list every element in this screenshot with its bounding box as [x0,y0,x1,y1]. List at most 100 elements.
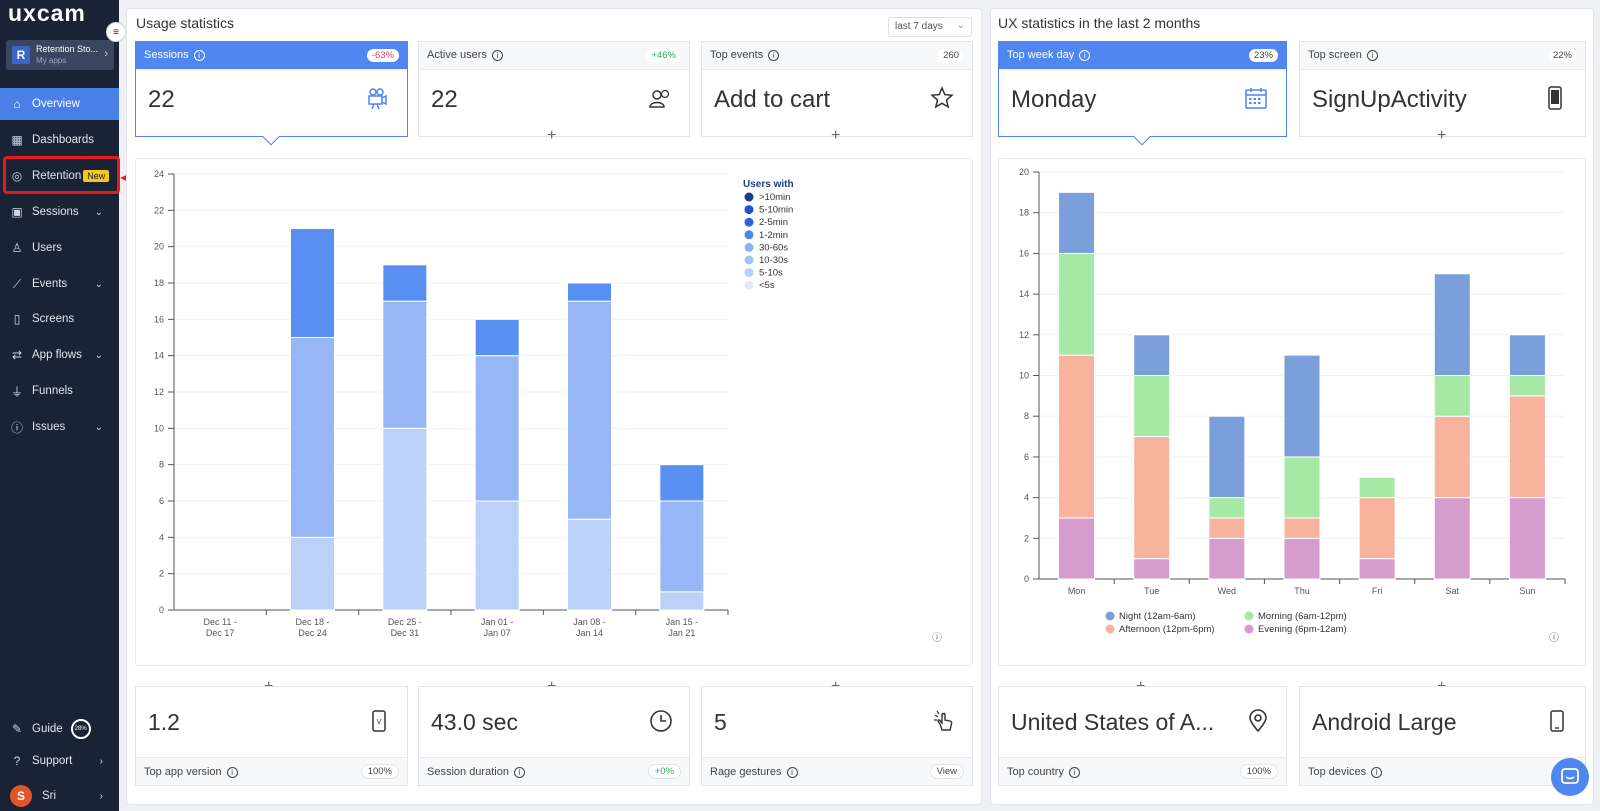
bar-segment[interactable] [1058,517,1096,580]
sidebar-item-app-flows[interactable]: ⇄ App flows ⌄ [0,339,119,371]
sidebar-item-sessions[interactable]: ▣ Sessions ⌄ [0,196,119,228]
sidebar-item-support[interactable]: ? Support › [0,745,119,777]
bar-segment[interactable] [1133,375,1171,438]
bar-segment[interactable] [382,264,428,302]
bar-segment[interactable] [1133,436,1171,560]
bar-segment[interactable] [1433,497,1471,580]
app-name: Retention Sto... [36,44,99,54]
bar-segment[interactable] [1058,191,1096,254]
bar-segment[interactable] [1133,558,1171,580]
bar-segment[interactable] [659,500,705,593]
chat-support-button[interactable] [1551,758,1589,796]
sidebar-item-issues[interactable]: ⓘ Issues ⌄ [0,411,119,443]
legend-swatch [744,217,754,227]
sidebar-item-users[interactable]: ♙ Users [0,232,119,264]
bar-segment[interactable] [1208,497,1246,519]
bar-segment[interactable] [1283,517,1321,539]
chat-icon [1561,768,1579,784]
card-value: 22 [431,86,458,113]
info-icon[interactable]: ⓘ [932,632,942,644]
bar-segment[interactable] [1208,415,1246,499]
bar-segment[interactable] [382,300,428,429]
rage-gestures-card[interactable]: 5 Rage gestures i View [701,686,973,786]
bar-segment[interactable] [382,427,428,611]
top-app-version-card[interactable]: 1.2 V Top app version i 100% [135,686,408,786]
info-icon[interactable]: ⓘ [1549,632,1559,644]
bar-segment[interactable] [1433,273,1471,376]
info-icon[interactable]: i [1371,767,1383,778]
y-tick-label: 14 [1019,289,1029,299]
user-menu[interactable]: S Sri › [0,780,119,811]
bar-segment[interactable] [567,300,612,520]
top-screen-card[interactable]: Top screen i 22% SignUpActivity [1299,41,1586,137]
info-icon[interactable]: i [193,50,205,61]
session-duration-card[interactable]: 43.0 sec Session duration i +0% [418,686,690,786]
top-devices-card[interactable]: Android Large Top devices i [1299,686,1586,786]
app-switcher[interactable]: R Retention Sto... My apps › [6,40,114,70]
phone-icon [1550,710,1564,732]
sidebar-item-screens[interactable]: ▯ Screens [0,303,119,335]
info-icon[interactable]: i [786,767,798,778]
bar-segment[interactable] [1358,558,1396,580]
sidebar-item-dashboards[interactable]: ▦ Dashboards [0,124,119,156]
top-week-day-card[interactable]: Top week day i 23% Monday [998,41,1287,137]
sidebar-item-guide[interactable]: ✎ Guide 28% [0,713,119,745]
info-icon[interactable]: i [1366,50,1378,61]
add-metric-button[interactable]: + [831,127,841,144]
bar-segment[interactable] [290,228,335,338]
bar-segment[interactable] [1508,395,1546,499]
info-icon[interactable]: i [1079,50,1091,61]
bar-segment[interactable] [474,500,520,611]
bar-segment[interactable] [1058,252,1096,356]
view-button[interactable]: View [929,764,964,779]
y-tick-label: 6 [1024,452,1029,462]
bar-segment[interactable] [1058,354,1096,519]
top-country-card[interactable]: United States of A... Top country i 100% [998,686,1287,786]
bar-segment[interactable] [1208,537,1246,580]
bar-segment[interactable] [1208,517,1246,539]
sidebar-item-events[interactable]: ⟋ Events ⌄ [0,268,119,300]
bar-segment[interactable] [1358,497,1396,560]
y-tick-label: 2 [1024,533,1029,543]
info-icon[interactable]: i [1068,767,1080,778]
y-tick-label: 16 [1019,248,1029,258]
bar-segment[interactable] [659,464,705,502]
info-icon[interactable]: i [491,50,503,61]
bar-segment[interactable] [290,536,335,611]
bar-segment[interactable] [1433,375,1471,417]
info-icon[interactable]: i [513,767,525,778]
bar-segment[interactable] [1508,375,1546,397]
info-icon[interactable]: i [768,50,780,61]
bar-segment[interactable] [567,282,612,302]
sidebar-item-overview[interactable]: ⌂ Overview [0,88,119,120]
bar-segment[interactable] [659,591,705,611]
sidebar-item-retention[interactable]: ◎ Retention New [0,160,119,192]
info-icon[interactable]: i [226,767,238,778]
bar-segment[interactable] [567,518,612,611]
help-icon: ? [13,754,21,768]
add-metric-button[interactable]: + [547,127,557,144]
bar-segment[interactable] [474,318,520,357]
add-metric-button[interactable]: + [1437,127,1447,144]
bar-segment[interactable] [1358,476,1396,499]
y-tick-label: 18 [1019,208,1029,218]
tap-gesture-icon [934,710,953,731]
active-users-card[interactable]: Active users i +46% 22 [418,41,690,137]
bar-segment[interactable] [1283,456,1321,519]
bar-segment[interactable] [1283,537,1321,580]
bar-segment[interactable] [290,337,335,538]
top-events-card[interactable]: Top events i 260 Add to cart [701,41,973,137]
date-range-select[interactable]: last 7 days ⌄ [888,17,972,37]
bar-segment[interactable] [1433,415,1471,499]
bar-segment[interactable] [1508,497,1546,580]
legend-swatch [744,268,754,278]
sessions-card[interactable]: Sessions i -63% 22 [135,41,408,137]
sidebar-item-funnels[interactable]: ⏚ Funnels [0,375,119,407]
collapse-sidebar-button[interactable]: ≡ [106,22,126,42]
bar-segment[interactable] [474,355,520,502]
bar-segment[interactable] [1133,334,1171,377]
legend-label: Evening (6pm-12am) [1258,624,1347,635]
bar-segment[interactable] [1508,334,1546,377]
uxcam-logo[interactable]: uxcam [8,0,86,26]
bar-segment[interactable] [1283,354,1321,458]
